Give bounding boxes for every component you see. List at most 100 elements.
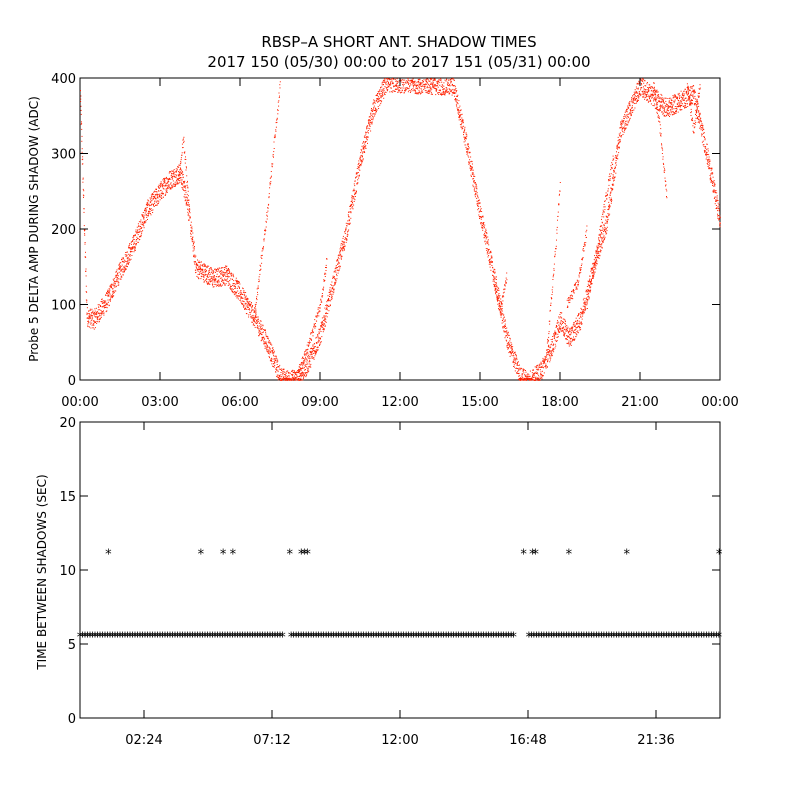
top-data-point xyxy=(683,93,685,95)
top-data-point xyxy=(364,135,366,137)
top-data-point xyxy=(424,84,426,86)
top-data-point xyxy=(353,183,355,185)
top-data-point xyxy=(106,307,108,309)
top-data-point xyxy=(375,109,377,111)
top-data-point xyxy=(309,356,311,358)
top-data-point xyxy=(171,173,173,174)
top-data-point xyxy=(384,94,386,96)
top-data-point xyxy=(576,322,578,324)
top-data-point xyxy=(637,99,639,101)
top-data-point xyxy=(341,240,343,242)
top-data-point xyxy=(183,181,185,183)
top-data-point xyxy=(297,370,299,371)
top-data-point xyxy=(320,322,322,323)
top-data-point xyxy=(413,84,415,86)
top-data-point xyxy=(284,374,286,376)
top-data-point xyxy=(97,319,99,321)
top-data-point xyxy=(388,82,389,84)
top-data-point xyxy=(194,246,195,247)
top-data-point xyxy=(418,87,420,88)
top-data-point xyxy=(467,155,469,157)
top-data-point xyxy=(282,374,284,376)
top-data-point xyxy=(649,84,651,86)
top-data-point xyxy=(618,152,620,154)
top-data-point xyxy=(173,175,175,177)
top-data-point xyxy=(83,208,85,210)
top-data-point xyxy=(365,147,367,149)
top-data-point xyxy=(88,314,90,316)
top-data-point xyxy=(222,280,224,282)
top-data-point xyxy=(458,107,460,109)
top-data-point xyxy=(221,285,222,287)
top-data-point xyxy=(253,323,255,325)
top-data-point xyxy=(510,347,512,349)
top-data-point xyxy=(231,272,232,274)
top-data-point xyxy=(673,96,675,98)
top-data-point xyxy=(421,90,423,92)
top-data-point xyxy=(540,362,542,364)
top-data-point xyxy=(455,88,457,89)
top-data-point xyxy=(432,81,434,83)
top-data-point xyxy=(518,379,520,381)
top-data-point xyxy=(596,263,598,265)
top-data-point xyxy=(401,89,403,91)
top-data-point xyxy=(585,303,587,305)
top-data-point xyxy=(628,116,629,118)
top-data-point xyxy=(691,102,693,104)
top-data-point xyxy=(627,113,629,115)
top-data-point xyxy=(274,365,276,366)
top-data-point xyxy=(86,314,88,316)
top-data-point xyxy=(105,294,107,296)
top-data-point xyxy=(395,80,397,82)
top-data-point xyxy=(437,81,439,83)
top-data-point xyxy=(269,346,271,348)
top-data-point xyxy=(463,141,465,143)
top-data-point xyxy=(579,329,581,331)
top-data-point xyxy=(593,277,594,279)
top-data-point xyxy=(116,281,118,283)
top-data-point xyxy=(692,96,694,98)
top-data-point xyxy=(699,119,701,121)
top-data-point xyxy=(464,138,466,140)
top-data-point xyxy=(317,346,319,348)
top-data-point xyxy=(320,331,322,332)
top-data-point xyxy=(441,87,443,88)
top-data-point xyxy=(537,373,539,375)
top-data-point xyxy=(350,203,352,205)
top-data-point xyxy=(256,320,258,322)
top-data-point xyxy=(321,317,323,319)
top-data-point xyxy=(123,268,125,270)
top-data-point xyxy=(336,267,338,269)
top-data-point xyxy=(126,251,128,253)
top-data-point xyxy=(543,361,545,363)
top-data-point xyxy=(543,360,545,362)
top-data-point xyxy=(257,320,259,322)
top-data-point xyxy=(170,176,172,178)
top-data-point xyxy=(668,107,669,109)
top-data-point xyxy=(310,357,312,359)
top-data-point xyxy=(605,228,606,230)
top-data-point xyxy=(263,336,265,338)
top-data-point xyxy=(128,259,130,261)
top-data-point xyxy=(686,90,688,92)
top-data-point xyxy=(348,220,350,222)
top-data-point xyxy=(664,115,666,117)
top-data-point xyxy=(271,347,273,349)
top-data-point xyxy=(257,318,259,320)
top-data-point xyxy=(114,276,116,278)
top-data-point xyxy=(114,286,116,288)
top-data-point xyxy=(700,121,702,123)
top-data-point xyxy=(348,216,350,218)
top-data-point xyxy=(384,79,386,81)
top-data-point xyxy=(340,254,342,256)
top-data-point xyxy=(642,91,644,93)
top-data-point xyxy=(658,109,660,110)
top-data-point xyxy=(656,97,658,99)
top-data-point xyxy=(313,350,315,352)
top-data-point xyxy=(250,304,252,306)
top-data-point xyxy=(473,190,475,192)
top-data-point xyxy=(260,320,262,322)
top-data-point xyxy=(616,151,617,153)
top-data-point xyxy=(687,88,689,90)
top-data-point xyxy=(420,91,422,93)
